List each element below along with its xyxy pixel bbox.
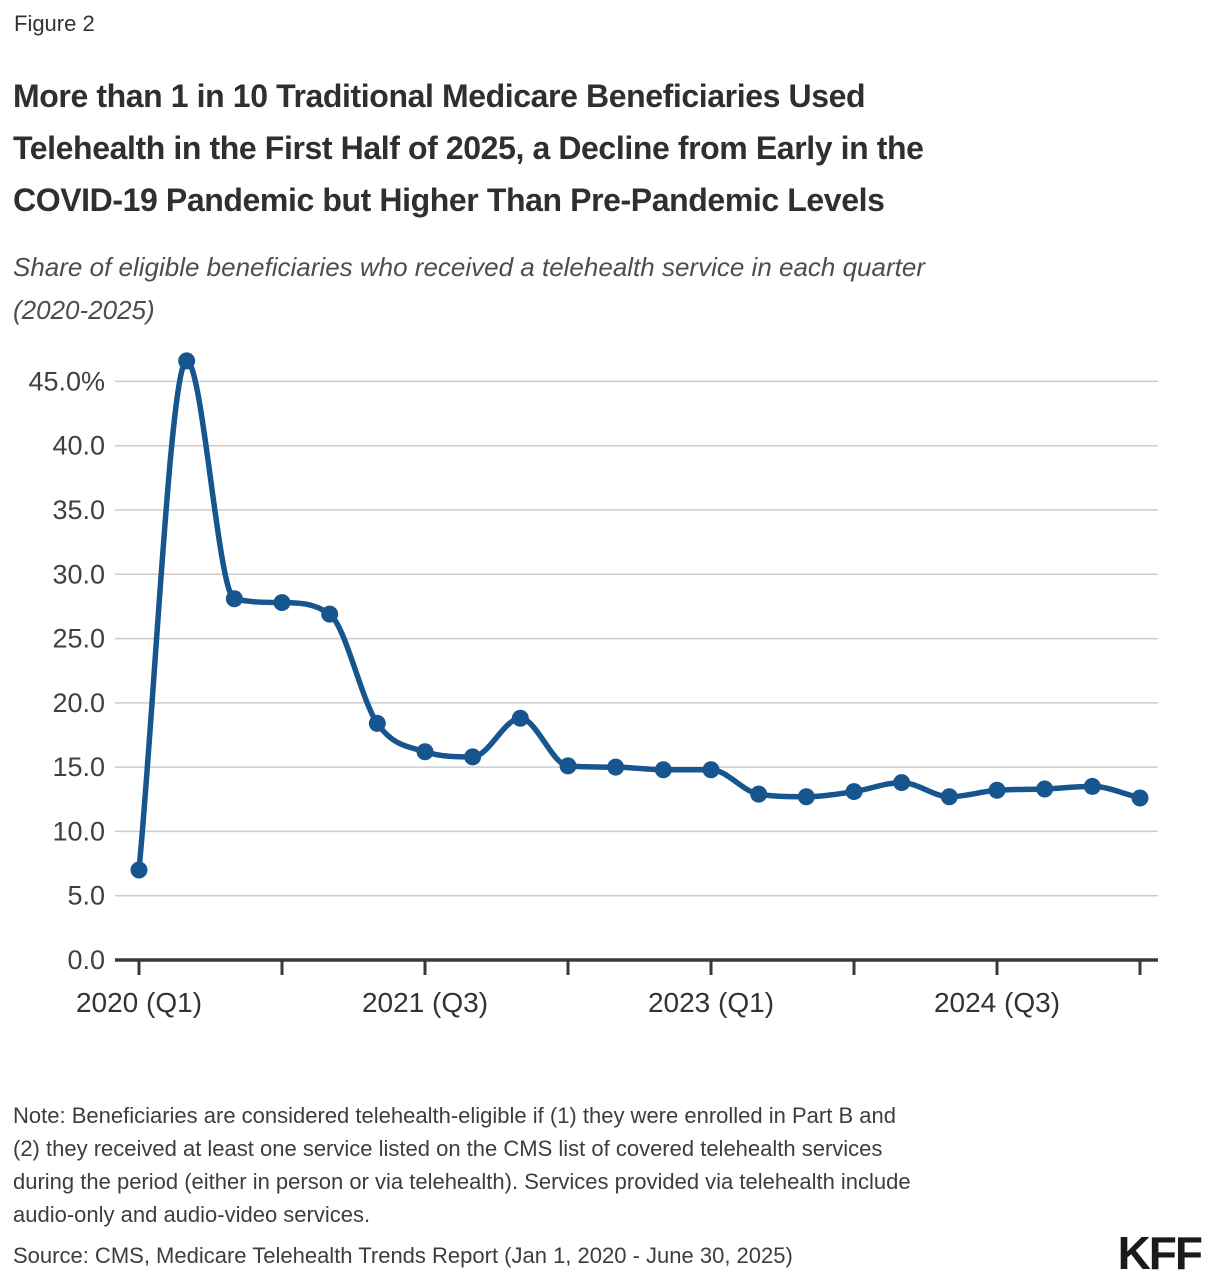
data-point — [797, 788, 815, 806]
chart-subtitle: Share of eligible beneficiaries who rece… — [13, 246, 1213, 332]
data-point — [225, 590, 243, 608]
chart-note: Note: Beneficiaries are considered teleh… — [13, 1099, 1163, 1231]
data-point — [511, 709, 529, 727]
chart-title: More than 1 in 10 Traditional Medicare B… — [13, 70, 1213, 226]
data-point — [416, 743, 434, 761]
y-axis-tick-label: 35.0 — [52, 495, 105, 525]
data-point — [654, 761, 672, 779]
data-point — [1036, 780, 1054, 798]
data-point — [464, 748, 482, 766]
y-axis-tick-label: 20.0 — [52, 688, 105, 718]
figure-label: Figure 2 — [14, 11, 95, 36]
data-point — [273, 594, 291, 612]
data-point — [702, 761, 720, 779]
data-point — [845, 783, 863, 801]
y-axis-tick-label: 5.0 — [67, 881, 105, 911]
data-point — [893, 774, 911, 792]
chart-title-line-2: Telehealth in the First Half of 2025, a … — [13, 130, 924, 166]
chart-source: Source: CMS, Medicare Telehealth Trends … — [13, 1243, 793, 1268]
data-point — [368, 714, 386, 732]
y-axis-tick-label: 30.0 — [52, 559, 105, 589]
chart-subtitle-line-1: Share of eligible beneficiaries who rece… — [13, 252, 925, 282]
chart-subtitle-line-2: (2020-2025) — [13, 295, 155, 325]
chart-note-line-4: audio-only and audio-video services. — [13, 1202, 371, 1227]
x-axis-tick-label: 2021 (Q3) — [362, 987, 488, 1018]
x-axis-tick-label: 2020 (Q1) — [76, 987, 202, 1018]
x-axis-tick-label: 2024 (Q3) — [934, 987, 1060, 1018]
y-axis-tick-label: 25.0 — [52, 624, 105, 654]
chart-title-line-1: More than 1 in 10 Traditional Medicare B… — [13, 78, 866, 114]
data-point — [607, 758, 625, 776]
chart-note-line-3: during the period (either in person or v… — [13, 1169, 911, 1194]
data-point — [178, 352, 196, 370]
data-point — [130, 861, 148, 879]
data-point — [750, 785, 768, 803]
data-point — [559, 757, 577, 775]
kff-logo: KFF — [1117, 1227, 1203, 1279]
chart-title-line-3: COVID-19 Pandemic but Higher Than Pre-Pa… — [13, 182, 885, 218]
data-point — [321, 605, 339, 623]
chart-note-line-1: Note: Beneficiaries are considered teleh… — [13, 1103, 896, 1128]
x-axis-tick-label: 2023 (Q1) — [648, 987, 774, 1018]
y-axis-tick-label: 40.0 — [52, 431, 105, 461]
y-axis-tick-label: 0.0 — [67, 945, 105, 975]
data-point — [1083, 777, 1101, 795]
data-point — [1131, 789, 1149, 807]
y-axis-tick-label: 45.0% — [28, 366, 105, 396]
chart-note-line-2: (2) they received at least one service l… — [13, 1136, 883, 1161]
y-axis-tick-label: 10.0 — [52, 816, 105, 846]
y-axis-tick-label: 15.0 — [52, 752, 105, 782]
data-point — [940, 788, 958, 806]
telehealth-line-chart: 0.0 5.0 10.0 15.0 20.0 25.0 30.0 35.0 40.0 45.0% 2… — [28, 352, 1158, 1018]
data-point — [988, 781, 1006, 799]
